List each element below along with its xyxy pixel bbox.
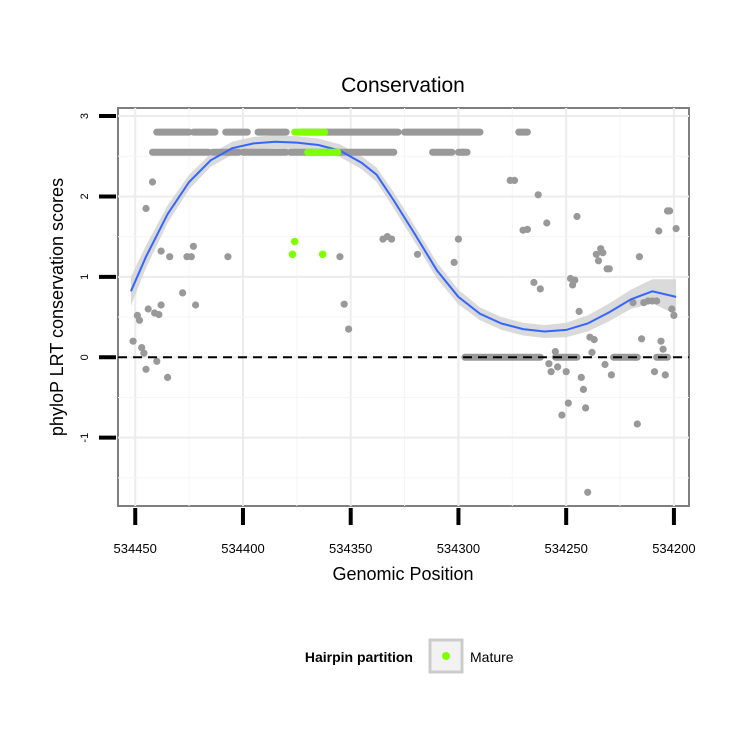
data-point (582, 404, 590, 412)
x-axis: 534450 534400 534350 534300 534250 534200 (114, 508, 696, 556)
legend-entry-mature: Mature (470, 649, 514, 665)
data-point (189, 242, 197, 250)
data-point (638, 335, 646, 343)
data-point (523, 225, 532, 233)
data-point (155, 311, 163, 319)
data-point (564, 399, 572, 407)
data-point (575, 307, 583, 315)
y-tick-label-3: 2 (79, 193, 91, 199)
data-point (340, 300, 348, 308)
data-point (590, 336, 598, 344)
data-point (543, 219, 551, 227)
data-point (148, 178, 157, 186)
data-point (571, 276, 579, 284)
x-tick-label-1: 534400 (221, 541, 264, 556)
data-point (224, 253, 232, 261)
data-point (534, 191, 542, 199)
data-point (510, 176, 519, 184)
data-point (144, 305, 152, 313)
data-point (545, 360, 553, 368)
data-point (554, 363, 562, 371)
data-point (653, 297, 661, 305)
legend-title: Hairpin partition (305, 649, 413, 665)
data-point (157, 247, 165, 255)
data-point (670, 311, 678, 319)
y-tick-label-1: 0 (79, 354, 91, 360)
data-point (388, 235, 396, 243)
data-point (650, 368, 659, 376)
data-point (164, 373, 172, 381)
data-point (573, 212, 581, 221)
data-point (129, 337, 137, 345)
data-point (153, 357, 161, 365)
data-point (666, 207, 674, 215)
data-point (187, 253, 195, 261)
mature-point (288, 250, 297, 259)
data-point (562, 368, 570, 376)
data-point (551, 348, 560, 356)
plot-panel (117, 107, 690, 507)
data-point (629, 299, 637, 307)
data-point (577, 373, 585, 381)
data-point (547, 368, 555, 376)
data-point (657, 337, 665, 345)
data-point (459, 148, 467, 156)
data-point (157, 301, 165, 309)
data-point (633, 420, 641, 428)
legend-mature-marker (442, 652, 450, 660)
data-point (607, 371, 616, 379)
data-point (166, 253, 174, 261)
smooth-trend-line (129, 140, 677, 333)
data-point (450, 258, 458, 266)
data-point (530, 278, 538, 287)
x-tick-label-5: 534200 (652, 541, 695, 556)
y-tick-label-4: 3 (79, 113, 91, 119)
x-tick-label-0: 534450 (114, 541, 157, 556)
data-point (635, 253, 644, 261)
data-point (592, 250, 600, 258)
mature-point (290, 237, 299, 246)
data-point (192, 301, 200, 309)
data-point (536, 285, 544, 293)
mature-point (318, 250, 327, 259)
data-point (599, 249, 607, 257)
data-point (655, 227, 663, 235)
data-point (588, 348, 596, 356)
x-axis-title: Genomic Position (332, 564, 473, 584)
data-point (584, 488, 592, 496)
data-point (142, 204, 150, 213)
data-point (668, 305, 676, 313)
mature-points-layer (288, 128, 342, 259)
y-axis-title: phyloP LRT conservation scores (47, 178, 67, 436)
data-point (413, 250, 422, 258)
x-tick-label-3: 534300 (437, 541, 480, 556)
y-tick-label-0: -1 (79, 433, 91, 443)
data-point (454, 235, 462, 243)
legend: Hairpin partition Mature (305, 638, 514, 674)
data-point (138, 344, 146, 352)
data-point (135, 316, 144, 324)
data-point (601, 360, 609, 369)
data-point (579, 385, 588, 393)
data-point (140, 349, 148, 357)
x-tick-label-2: 534350 (329, 541, 372, 556)
data-point (179, 289, 187, 297)
y-axis: -1 0 1 2 3 (79, 113, 116, 443)
x-tick-label-4: 534250 (545, 541, 588, 556)
data-point (336, 253, 344, 261)
data-point (558, 411, 566, 419)
data-point (142, 365, 150, 373)
data-point (661, 371, 669, 379)
y-tick-label-2: 1 (79, 274, 91, 280)
data-point (345, 325, 353, 333)
data-point (672, 225, 680, 233)
points-layer (129, 128, 680, 496)
data-point (659, 345, 667, 353)
data-point (605, 265, 613, 273)
chart-title: Conservation (341, 74, 465, 97)
data-point (594, 257, 603, 265)
smooth-line-layer (129, 140, 677, 333)
